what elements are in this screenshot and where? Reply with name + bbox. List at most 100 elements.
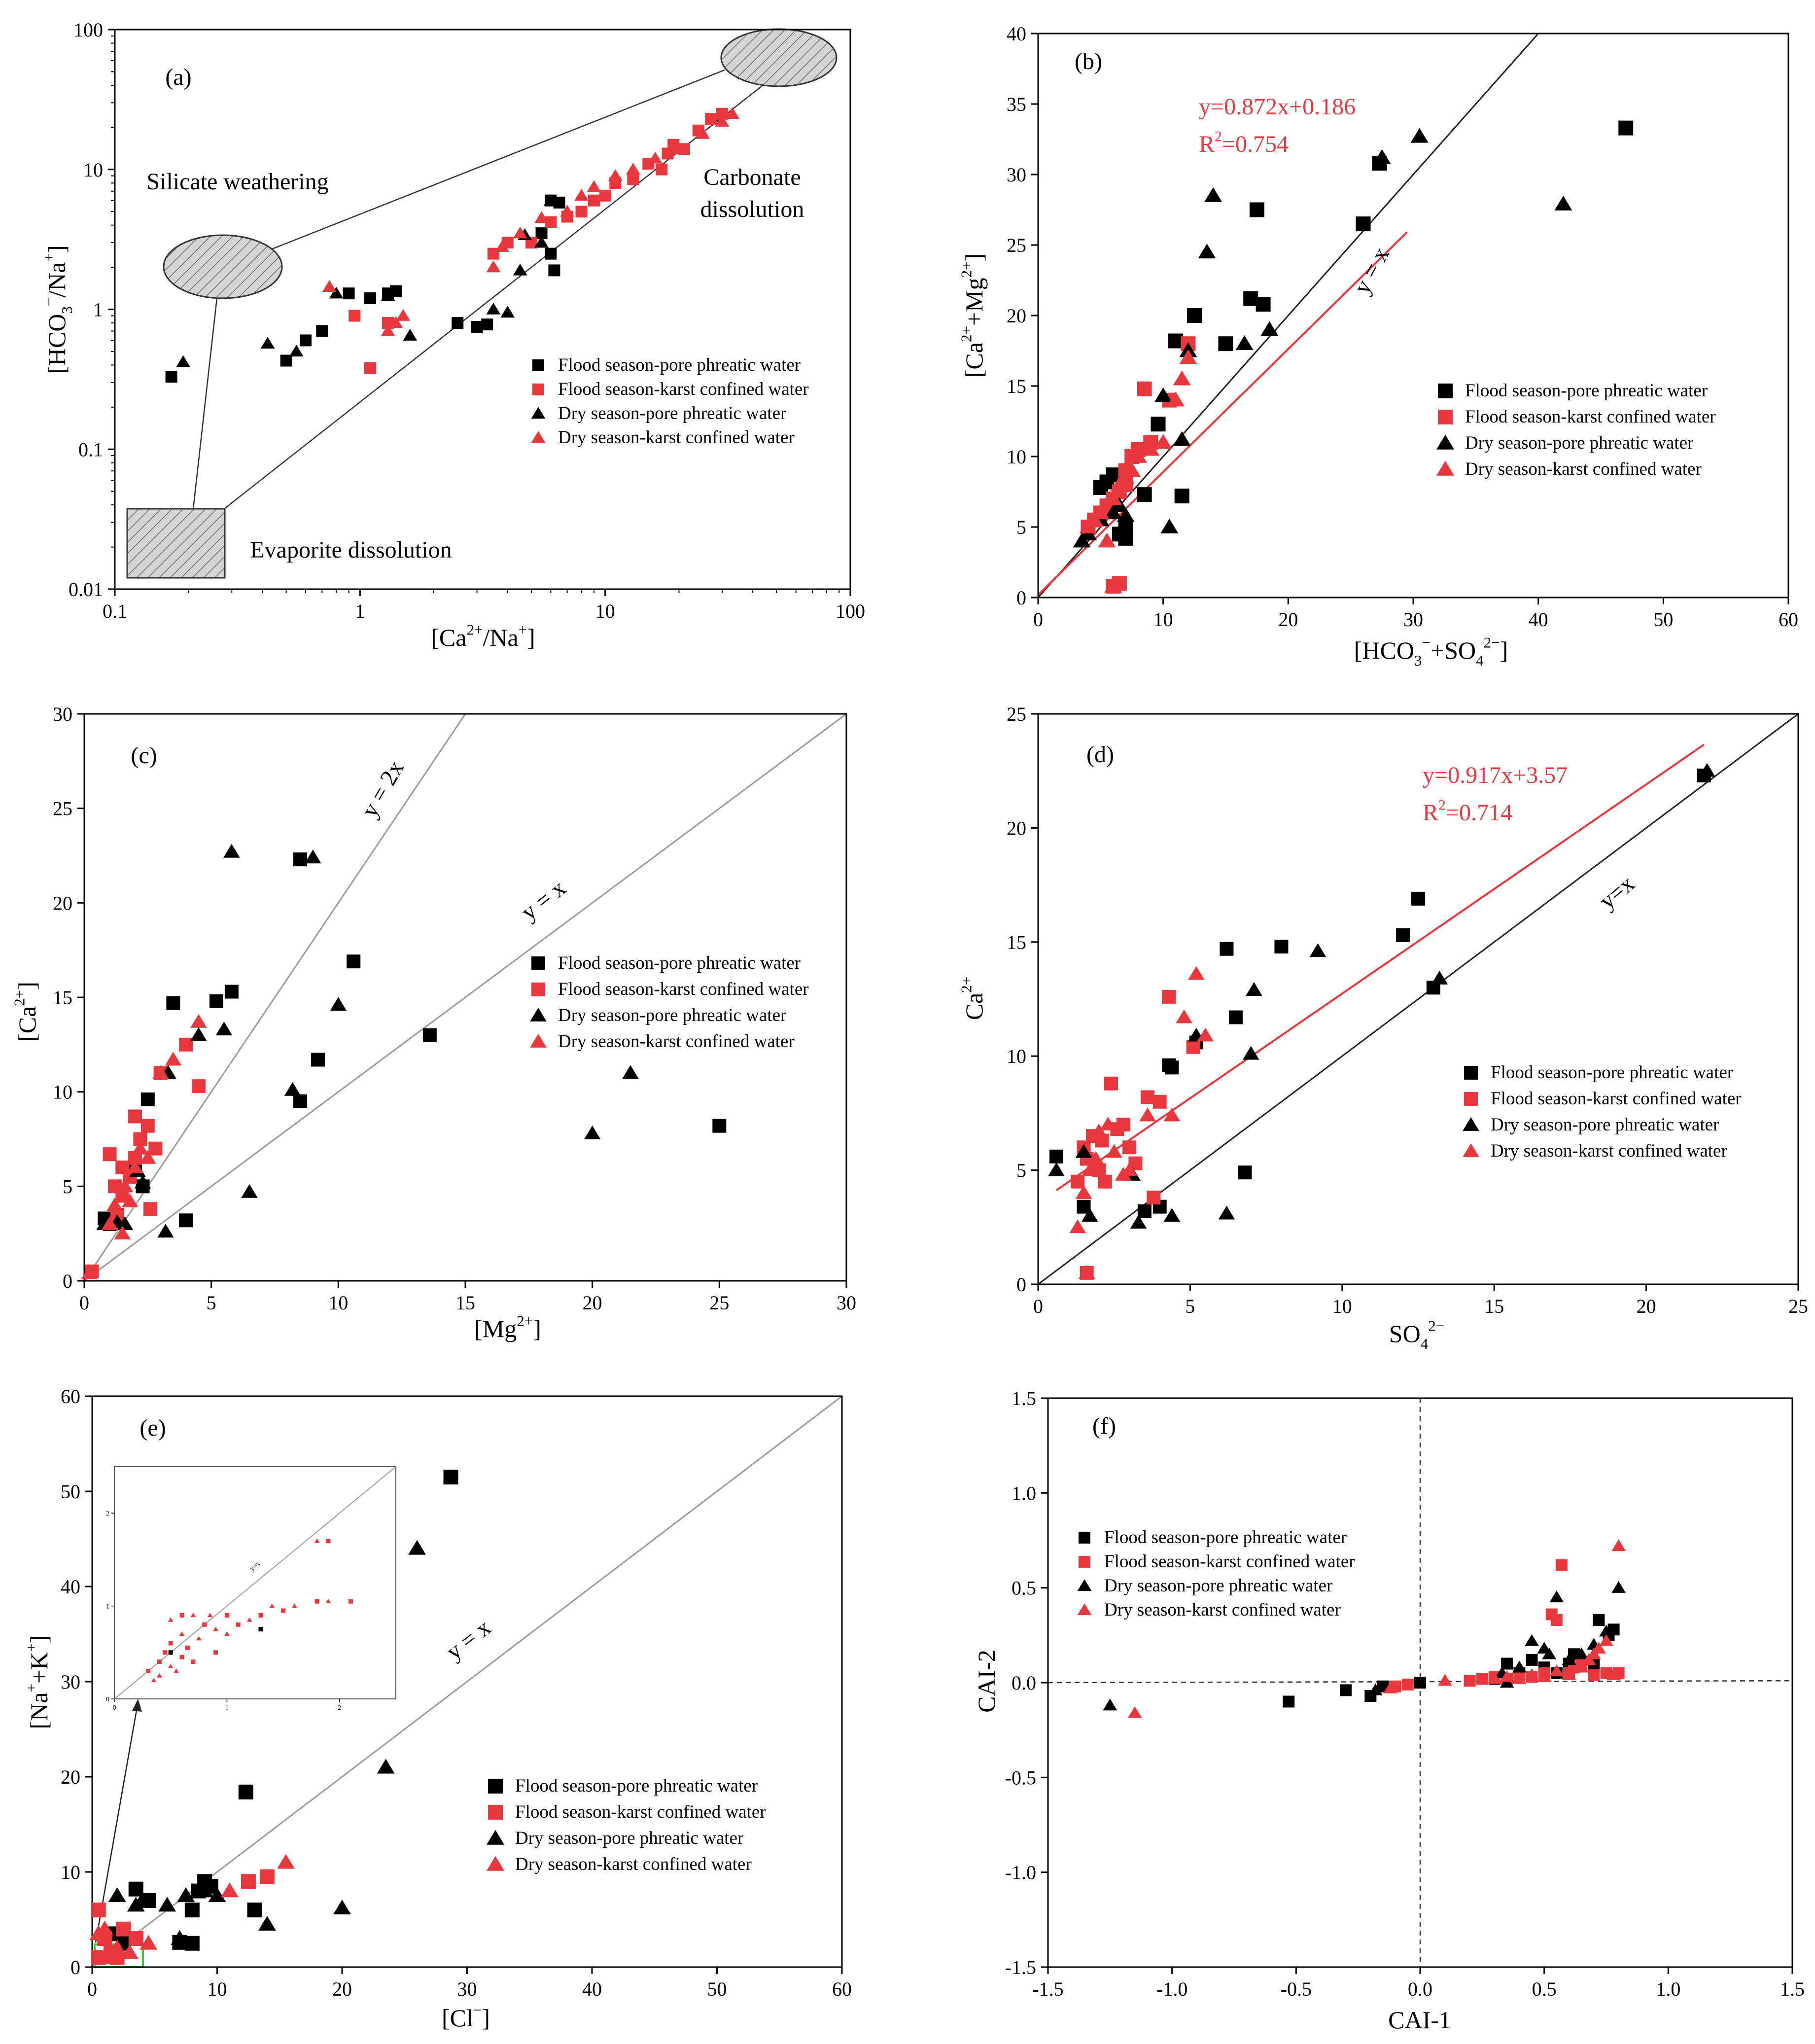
y-tick-label: 30 [61, 1671, 80, 1693]
data-point [608, 169, 623, 181]
data-point [452, 317, 464, 329]
y-tick-label: 25 [53, 798, 72, 820]
data-point [116, 1216, 134, 1230]
data-point [1256, 297, 1271, 312]
y-tick-label: 0.0 [1012, 1672, 1036, 1694]
mixing-line [272, 69, 725, 250]
legend-marker [1077, 1603, 1092, 1616]
x-tick-label: -1.5 [1032, 1978, 1063, 2000]
data-point [403, 328, 418, 341]
data-point [1104, 578, 1122, 593]
legend: Flood season-pore phreatic water Flood se… [530, 953, 809, 1052]
series-dry-season-pore-phreatic-water [108, 1540, 426, 1945]
inset-point [168, 1641, 173, 1646]
data-point [1075, 1144, 1092, 1158]
legend-label: Flood season-karst confined water [1465, 407, 1716, 427]
series-dry-season-karst-confined-water [1069, 966, 1214, 1279]
data-point [388, 316, 403, 328]
x-tick-label: 0 [1033, 1295, 1043, 1317]
legend-label: Flood season-pore phreatic water [558, 355, 801, 375]
data-point [280, 354, 292, 367]
data-point [166, 996, 180, 1010]
data-point [1121, 1162, 1138, 1176]
x-tick-label: 20 [583, 1292, 602, 1314]
evaporite-endmember [126, 508, 226, 579]
data-point [116, 1178, 134, 1193]
data-point [1562, 1653, 1576, 1665]
x-tick-label: 1 [355, 600, 365, 622]
legend-marker [531, 407, 546, 419]
data-point [1411, 891, 1425, 906]
x-tick-label: 30 [1403, 608, 1423, 631]
legend-label: Dry season-pore phreatic water [1104, 1576, 1332, 1596]
data-point [1151, 417, 1166, 432]
data-point [1090, 1123, 1108, 1137]
inset-point [281, 1608, 286, 1613]
legend-marker [1464, 1065, 1478, 1080]
series-dry-season-karst-confined-water [1127, 1539, 1626, 1718]
y-tick-label: 5 [63, 1175, 72, 1198]
plot-frame [114, 29, 851, 590]
y-tick-label: 10 [83, 159, 103, 181]
data-point [114, 1226, 131, 1240]
data-point [329, 286, 344, 299]
data-point [1501, 1657, 1513, 1670]
data-point [1235, 335, 1254, 351]
data-point [1048, 1162, 1065, 1176]
series-dry-season-pore-phreatic-water [1073, 128, 1572, 548]
data-point [575, 206, 588, 218]
series-dry-season-karst-confined-water [89, 1854, 295, 1964]
data-point [587, 180, 601, 192]
data-point [128, 1881, 143, 1897]
panel-c: 0 5 10 15 20 25 30 0 5 10 15 20 25 30 (c) y = 2x y = x Fl… [11, 703, 857, 1342]
y-tick-label: 10 [61, 1861, 80, 1883]
data-point [258, 1916, 276, 1931]
legend-marker [531, 956, 545, 970]
data-point [1592, 1642, 1606, 1654]
data-point [293, 852, 308, 867]
y-tick-label: 5 [1016, 516, 1026, 538]
annotation: Silicate weathering [146, 169, 328, 195]
data-point [247, 1903, 262, 1918]
y-tick-label: 35 [1007, 93, 1026, 115]
y-tick-label: -1.0 [1005, 1862, 1036, 1884]
data-point [191, 1079, 206, 1093]
legend-label: Dry season-karst confined water [1491, 1141, 1727, 1161]
legend-marker [1079, 1531, 1090, 1544]
data-point [1116, 1118, 1130, 1132]
inset-point [349, 1599, 353, 1604]
x-axis-label: [Cl−] [442, 2002, 490, 2032]
y-tick-label: 20 [53, 892, 72, 914]
data-point [495, 240, 510, 252]
data-point [1130, 1215, 1147, 1229]
data-point [1699, 763, 1715, 777]
y-tick-label: 30 [1007, 164, 1026, 186]
data-point [1487, 1672, 1502, 1684]
data-point [1274, 940, 1289, 954]
data-point [1414, 1677, 1426, 1689]
data-point [481, 318, 493, 331]
data-point [1167, 391, 1185, 407]
inset-point [168, 1663, 174, 1668]
y-tick-label: 20 [1007, 305, 1026, 327]
data-point [1103, 1698, 1117, 1711]
legend-label: Flood season-pore phreatic water [1104, 1527, 1347, 1548]
data-point [513, 226, 527, 239]
inset-point [168, 1650, 173, 1655]
data-point [1554, 195, 1572, 211]
y-tick-label: 10 [1007, 446, 1026, 468]
data-point [1197, 1027, 1214, 1042]
data-point [116, 1921, 131, 1937]
x-tick-label: -1.0 [1156, 1978, 1187, 2000]
legend: Flood season-pore phreatic water Flood se… [487, 1776, 766, 1874]
data-point [1123, 462, 1141, 477]
data-point [1220, 942, 1234, 956]
data-point [1512, 1660, 1527, 1673]
data-point [543, 194, 558, 206]
x-tick-label: 0.1 [103, 600, 127, 622]
series-dry-season-karst-confined-water [322, 107, 739, 336]
data-point [1106, 1144, 1122, 1158]
y-tick-label: 0 [63, 1270, 72, 1292]
inset-point [314, 1538, 320, 1543]
x-tick-label: 50 [1653, 608, 1673, 631]
